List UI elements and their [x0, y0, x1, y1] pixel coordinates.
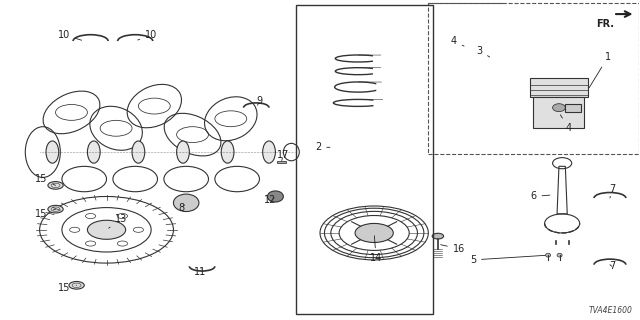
Ellipse shape — [545, 253, 550, 257]
Ellipse shape — [46, 141, 59, 163]
Text: 10: 10 — [58, 30, 81, 40]
Circle shape — [86, 213, 96, 219]
Bar — [296, 4, 433, 314]
Bar — [531, 77, 588, 97]
Text: FR.: FR. — [596, 19, 614, 29]
Bar — [428, 3, 639, 154]
Text: 15: 15 — [35, 209, 56, 219]
Text: 11: 11 — [194, 267, 206, 277]
Text: TVA4E1600: TVA4E1600 — [588, 307, 632, 316]
Bar — [534, 97, 584, 128]
Text: 17: 17 — [277, 150, 289, 161]
Ellipse shape — [173, 194, 199, 212]
Circle shape — [48, 181, 63, 189]
Circle shape — [117, 241, 127, 246]
Text: 4: 4 — [451, 36, 464, 46]
Ellipse shape — [132, 141, 145, 163]
Text: 13: 13 — [109, 214, 127, 228]
Ellipse shape — [268, 191, 284, 202]
Text: 6: 6 — [531, 191, 550, 202]
Text: 15: 15 — [35, 174, 56, 185]
Ellipse shape — [552, 104, 565, 112]
Circle shape — [48, 205, 63, 213]
Circle shape — [133, 227, 143, 232]
Ellipse shape — [557, 253, 562, 257]
Bar — [565, 105, 581, 112]
Circle shape — [88, 220, 125, 239]
Text: 7: 7 — [609, 261, 615, 271]
Ellipse shape — [432, 233, 444, 239]
Bar — [276, 161, 286, 163]
Text: 3: 3 — [476, 45, 490, 57]
Circle shape — [355, 223, 394, 243]
Ellipse shape — [221, 141, 234, 163]
Text: 2: 2 — [315, 142, 330, 152]
Circle shape — [69, 282, 84, 289]
Ellipse shape — [262, 141, 275, 163]
Circle shape — [86, 241, 96, 246]
Text: 4: 4 — [561, 115, 572, 133]
Text: 9: 9 — [257, 96, 262, 106]
Circle shape — [117, 213, 127, 219]
Text: 16: 16 — [440, 244, 465, 254]
Text: 14: 14 — [370, 236, 382, 263]
Text: 12: 12 — [264, 195, 276, 205]
Text: 7: 7 — [609, 184, 615, 198]
Text: 8: 8 — [179, 203, 185, 213]
Ellipse shape — [177, 141, 189, 163]
Text: 15: 15 — [58, 283, 77, 293]
Circle shape — [70, 227, 80, 232]
Text: 1: 1 — [589, 52, 611, 88]
Ellipse shape — [88, 141, 100, 163]
Text: 5: 5 — [470, 255, 545, 265]
Text: 10: 10 — [138, 30, 157, 40]
